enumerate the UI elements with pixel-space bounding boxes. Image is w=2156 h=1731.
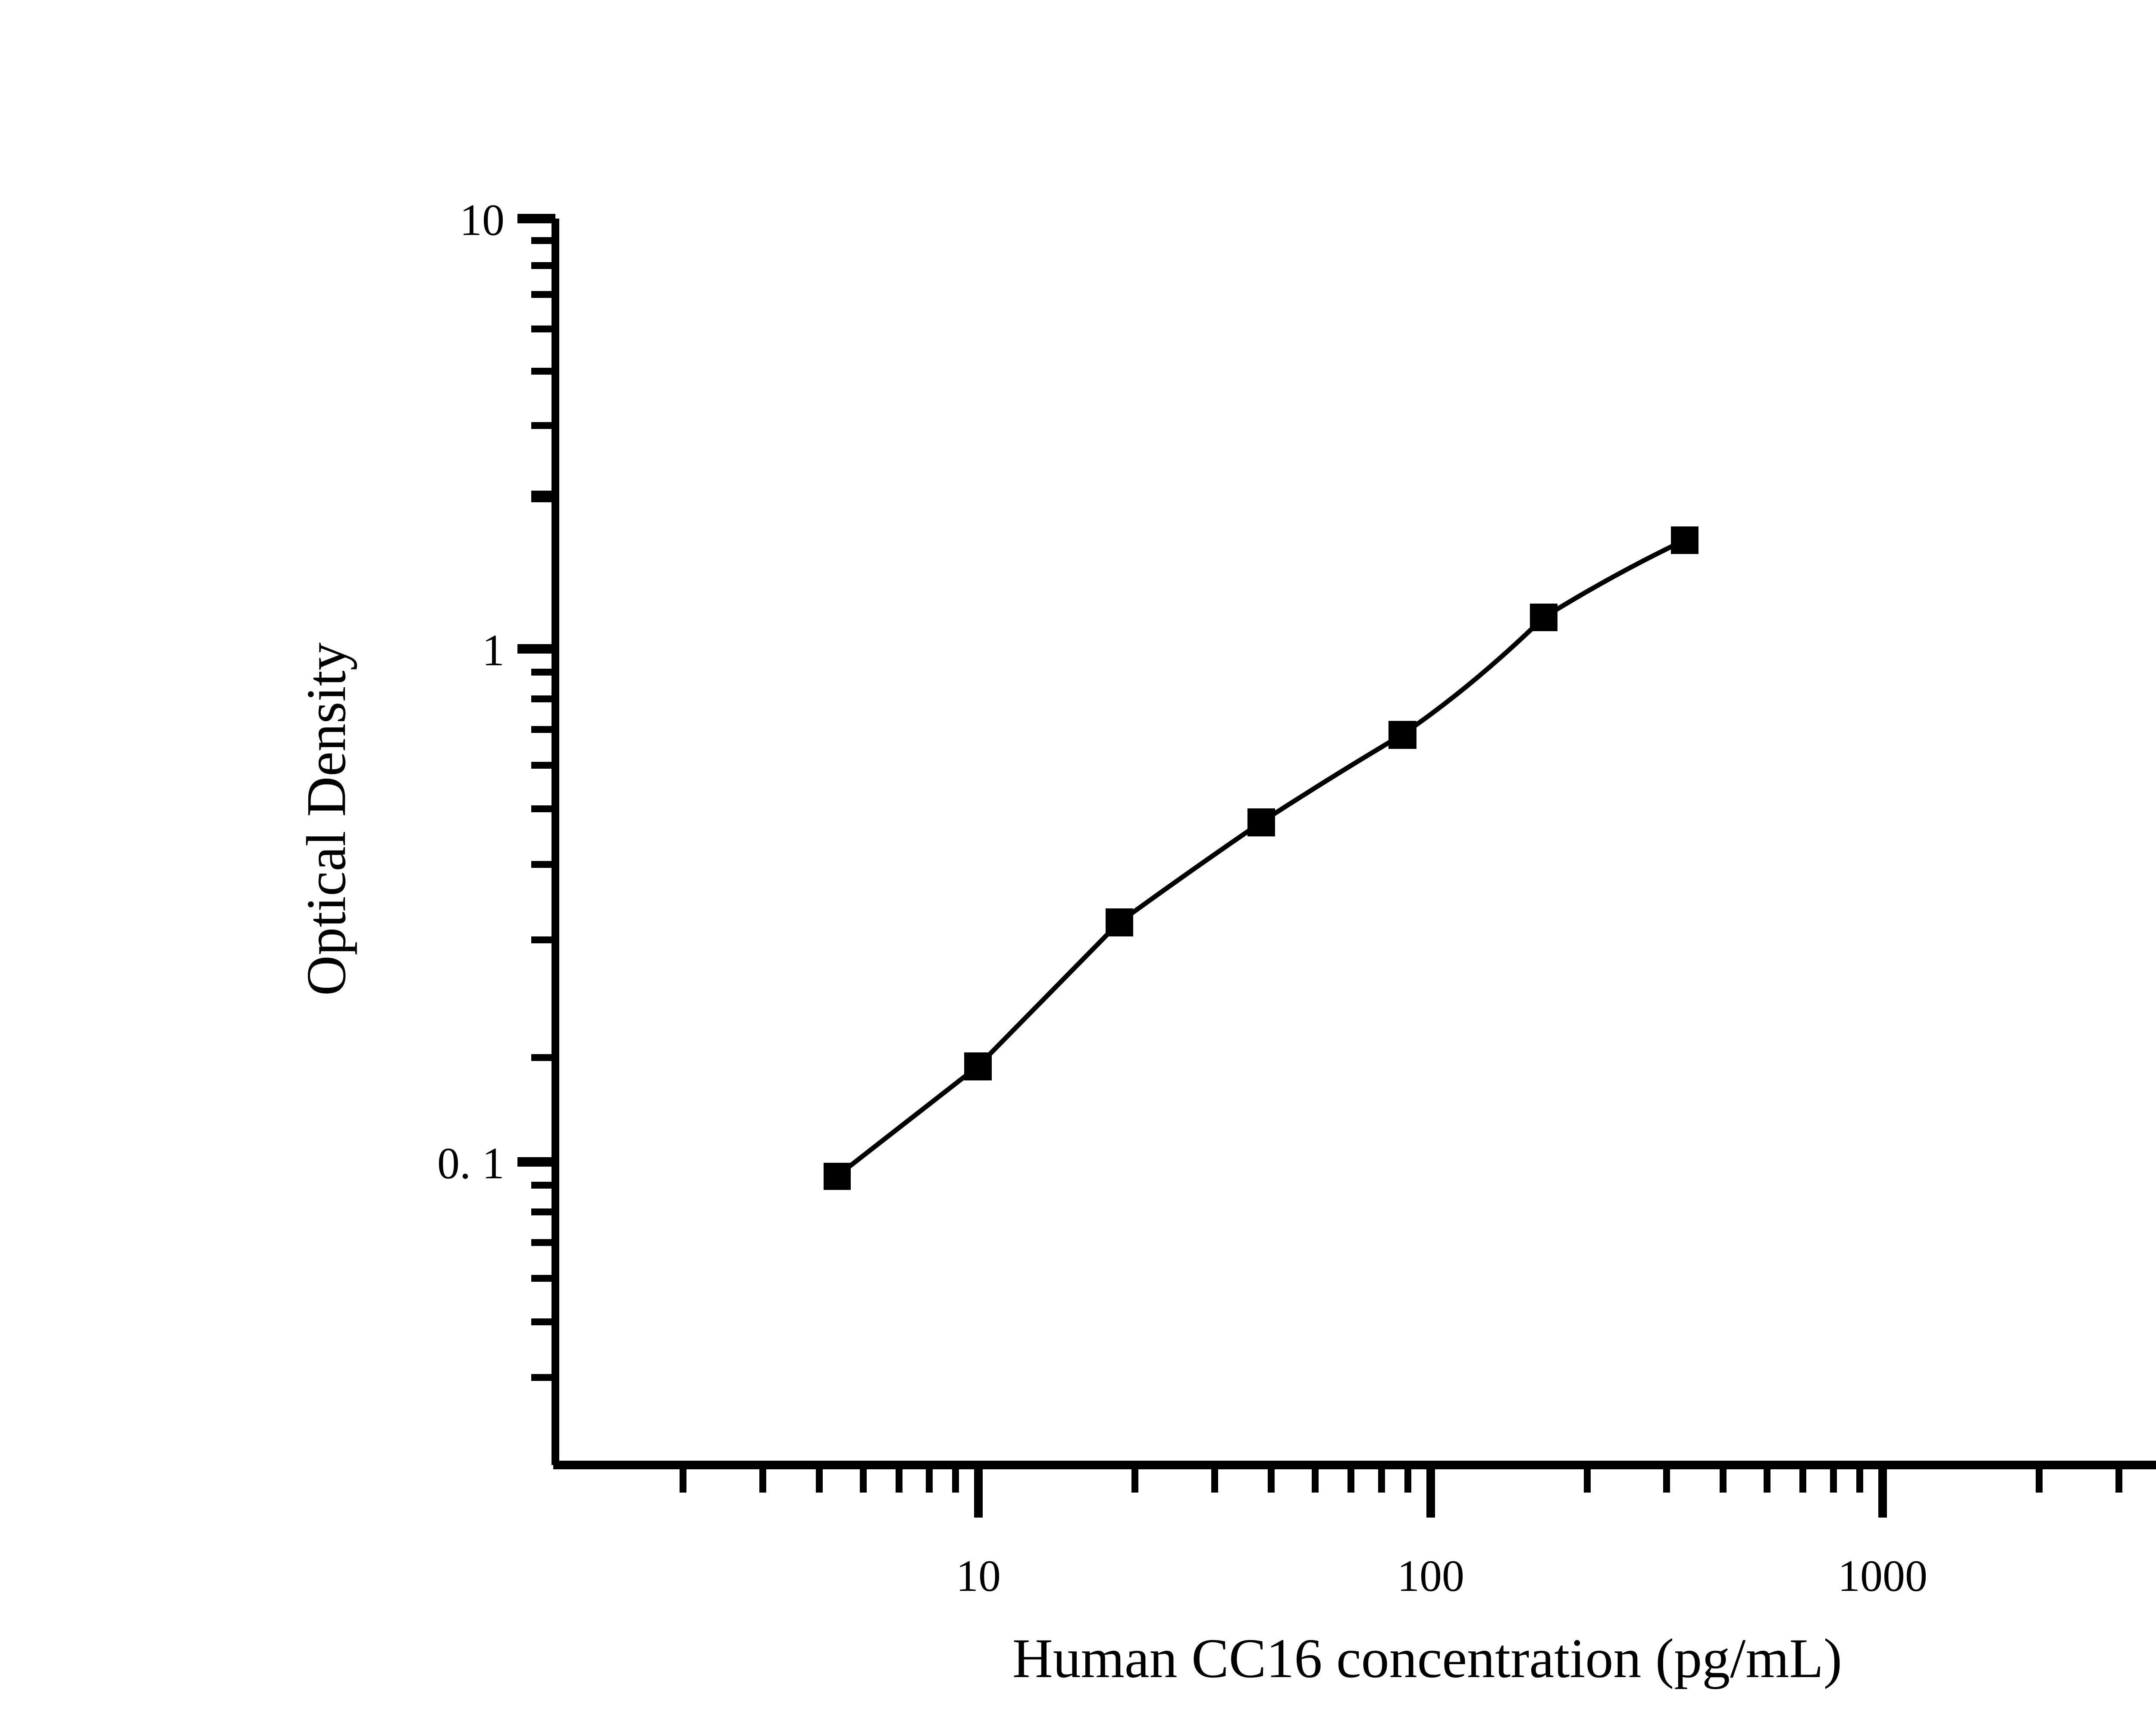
- x-tick-labels: 10 100 1000: [956, 1551, 1927, 1601]
- y-tick-label-1: 1: [482, 626, 505, 675]
- y-tick-label-10: 10: [460, 195, 505, 245]
- x-axis-title: Human CC16 concentration (pg/mL): [1012, 1628, 1842, 1690]
- data-point-markers: [824, 526, 1698, 1190]
- y-axis-title: Optical Density: [295, 642, 357, 996]
- data-point-marker[interactable]: [964, 1052, 992, 1080]
- y-axis-ticks: [517, 214, 555, 1381]
- data-point-marker[interactable]: [1671, 526, 1698, 554]
- x-tick-label-100: 100: [1397, 1551, 1464, 1601]
- data-point-marker[interactable]: [1247, 808, 1275, 836]
- data-point-marker[interactable]: [1530, 604, 1557, 631]
- x-tick-label-1000: 1000: [1838, 1551, 1927, 1601]
- data-point-marker[interactable]: [824, 1163, 851, 1190]
- data-point-marker[interactable]: [1106, 908, 1133, 936]
- x-tick-label-10: 10: [956, 1551, 1001, 1601]
- y-tick-labels: 10 1 0. 1: [437, 195, 505, 1188]
- data-point-marker[interactable]: [1388, 721, 1416, 749]
- x-axis-ticks: [680, 1465, 2122, 1518]
- y-tick-label-0p1: 0. 1: [437, 1139, 505, 1188]
